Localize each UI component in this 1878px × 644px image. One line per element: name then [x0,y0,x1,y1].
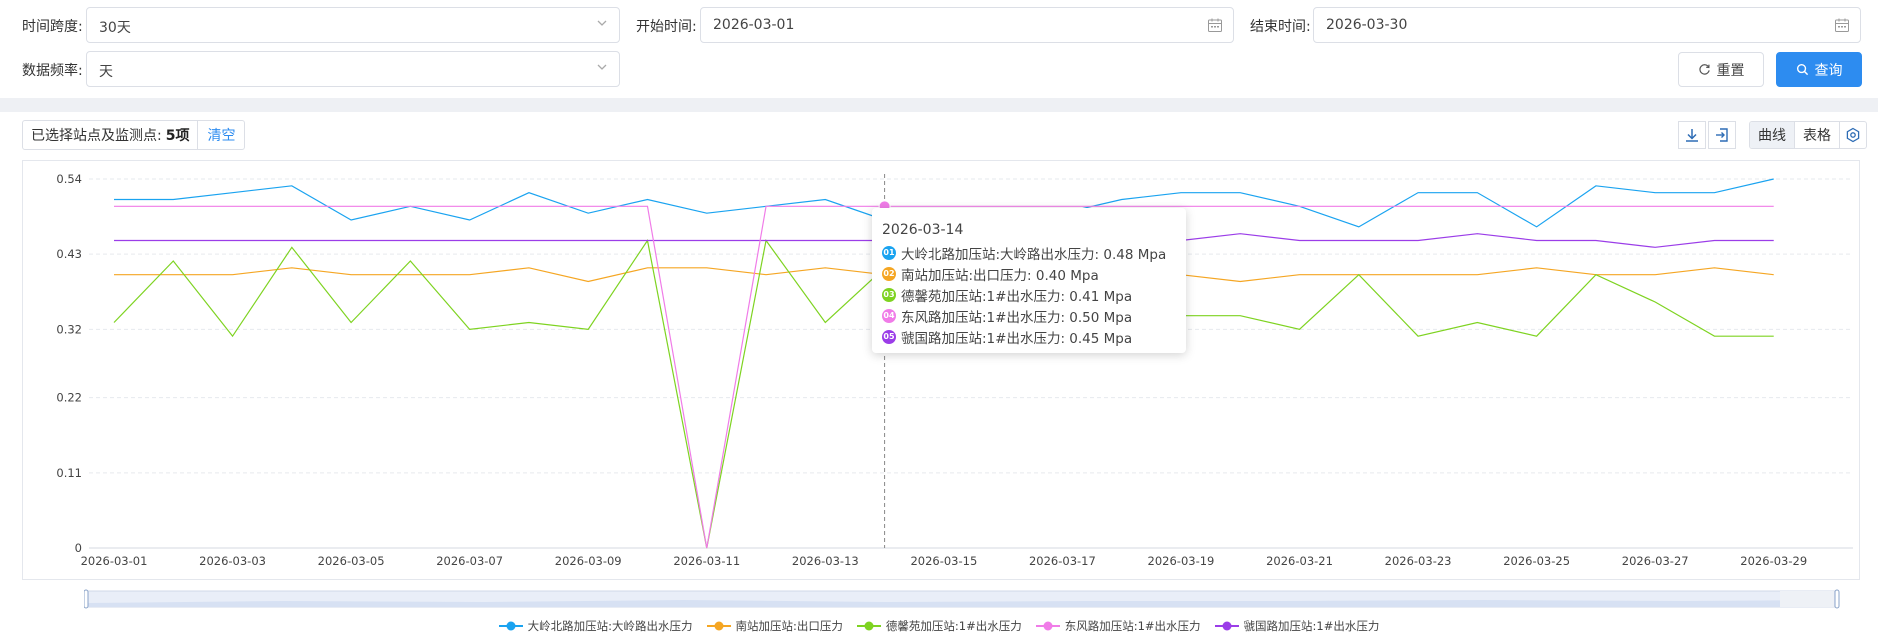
chart-legend: 大岭北路加压站:大岭路出水压力 南站加压站:出口压力 德馨苑加压站:1#出水压力… [0,618,1878,634]
legend-item[interactable]: 虢国路加压站:1#出水压力 [1214,618,1380,634]
series-badge: 03 [882,287,896,302]
x-tick-label: 2026-03-07 [436,554,503,568]
selected-count: 5项 [165,128,190,144]
x-tick-label: 2026-03-21 [1266,554,1333,568]
tooltip-row: 03 德馨苑加压站:1#出水压力: 0.41 Mpa [882,284,1176,305]
start-value: 2026-03-01 [713,17,795,33]
y-tick-label: 0.54 [56,172,82,186]
legend-line-icon [1214,621,1239,631]
tooltip-row: 04 东风路加压站:1#出水压力: 0.50 Mpa [882,305,1176,326]
start-label: 开始时间: [636,19,697,35]
legend-item[interactable]: 大岭北路加压站:大岭路出水压力 [498,618,693,634]
tooltip-date: 2026-03-14 [882,222,964,238]
end-value: 2026-03-30 [1326,17,1408,33]
series-badge: 04 [882,308,896,323]
x-tick-label: 2026-03-09 [555,554,622,568]
chevron-down-icon [597,64,607,70]
tooltip-text: 大岭北路加压站:大岭路出水压力: 0.48 Mpa [901,246,1167,263]
x-tick-label: 2026-03-03 [199,554,266,568]
zoom-slider[interactable] [84,589,1840,609]
tooltip-text: 南站加压站:出口压力: 0.40 Mpa [901,267,1099,284]
x-tick-label: 2026-03-11 [673,554,740,568]
slider-handle-right [1834,589,1840,609]
legend-line-icon [706,621,731,631]
x-tick-label: 2026-03-05 [318,554,385,568]
x-tick-label: 2026-03-13 [792,554,859,568]
chart-tooltip: 2026-03-14 01 大岭北路加压站:大岭路出水压力: 0.48 Mpa 0… [872,208,1186,353]
span-label: 时间跨度: [22,19,83,35]
query-button[interactable]: 查询 [1776,52,1862,87]
series-badge: 02 [882,266,896,281]
x-tick-label: 2026-03-23 [1385,554,1452,568]
export-button[interactable] [1708,121,1736,149]
span-value: 30天 [99,20,131,36]
legend-label: 大岭北路加压站:大岭路出水压力 [527,619,693,633]
refresh-icon [1698,64,1710,75]
start-date-input[interactable]: 2026-03-01 [700,7,1234,43]
span-select[interactable]: 30天 [86,7,620,43]
legend-line-icon [498,621,523,631]
download-icon [1686,129,1698,142]
series-line [114,205,1774,549]
legend-label: 虢国路加压站:1#出水压力 [1243,619,1380,633]
y-tick-label: 0 [75,541,82,555]
freq-value: 天 [99,64,113,80]
reset-button[interactable]: 重置 [1678,52,1764,87]
line-chart[interactable]: 0 0.11 0.22 0.32 0.43 0.54 2026-03-01 2026-03-0… [23,161,1861,581]
tooltip-text: 德馨苑加压站:1#出水压力: 0.41 Mpa [901,288,1133,305]
selected-label: 已选择站点及监测点: [31,128,162,144]
series-badge: 05 [882,329,896,344]
x-tick-label: 2026-03-15 [910,554,977,568]
export-icon [1716,128,1728,142]
y-tick-label: 0.32 [56,322,82,336]
x-tick-label: 2026-03-25 [1503,554,1570,568]
chart-frame: 0 0.11 0.22 0.32 0.43 0.54 2026-03-01 2026-03-0… [22,160,1860,580]
end-date-input[interactable]: 2026-03-30 [1313,7,1861,43]
clear-button[interactable]: 清空 [197,121,244,149]
freq-label: 数据频率: [22,63,83,79]
chart-panel [0,112,1878,644]
chevron-down-icon [597,20,607,26]
tooltip-text: 东风路加压站:1#出水压力: 0.50 Mpa [901,309,1133,326]
filter-panel: 时间跨度: 30天 开始时间: 2026-03-01 结束时间: 2026-03… [0,0,1878,98]
selected-points-box: 已选择站点及监测点: 5项 清空 [22,120,246,150]
legend-label: 德馨苑加压站:1#出水压力 [885,619,1022,633]
tab-table[interactable]: 表格 [1794,122,1840,148]
x-tick-label: 2026-03-01 [81,554,148,568]
tab-curve[interactable]: 曲线 [1750,122,1794,148]
divider [0,98,1878,112]
y-tick-label: 0.11 [56,466,82,480]
calendar-icon [1208,18,1222,32]
series-badge: 01 [882,245,896,260]
legend-line-icon [856,621,881,631]
legend-item[interactable]: 德馨苑加压站:1#出水压力 [856,618,1022,634]
slider-handle-left [84,589,89,609]
legend-label: 南站加压站:出口压力 [735,619,843,633]
y-tick-label: 0.22 [56,391,82,405]
query-label: 查询 [1814,62,1843,79]
freq-select[interactable]: 天 [86,51,620,87]
calendar-icon [1835,18,1849,32]
tooltip-row: 02 南站加压站:出口压力: 0.40 Mpa [882,263,1176,284]
legend-line-icon [1035,621,1060,631]
legend-label: 东风路加压站:1#出水压力 [1064,619,1201,633]
gear-icon [1846,127,1860,143]
legend-item[interactable]: 南站加压站:出口压力 [706,618,843,634]
search-icon [1796,63,1808,76]
reset-label: 重置 [1716,62,1745,79]
legend-item[interactable]: 东风路加压站:1#出水压力 [1035,618,1201,634]
tooltip-row: 05 虢国路加压站:1#出水压力: 0.45 Mpa [882,326,1176,347]
x-tick-label: 2026-03-17 [1029,554,1096,568]
tooltip-text: 虢国路加压站:1#出水压力: 0.45 Mpa [901,330,1133,347]
x-tick-label: 2026-03-29 [1740,554,1807,568]
end-label: 结束时间: [1250,19,1311,35]
x-tick-label: 2026-03-27 [1622,554,1689,568]
y-tick-label: 0.43 [56,247,82,261]
download-button[interactable] [1678,121,1706,149]
tooltip-row: 01 大岭北路加压站:大岭路出水压力: 0.48 Mpa [882,242,1176,263]
view-toggle: 曲线 表格 [1749,121,1867,149]
settings-button[interactable] [1840,122,1866,148]
x-tick-label: 2026-03-19 [1148,554,1215,568]
